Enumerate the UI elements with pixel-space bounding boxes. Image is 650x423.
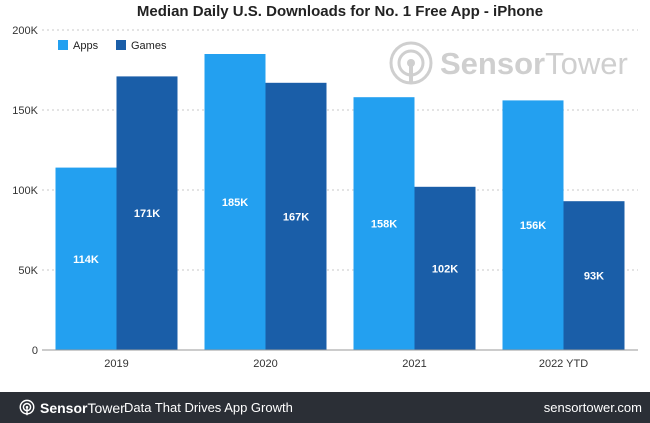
data-label: 114K [73, 254, 99, 266]
watermark-prefix: Sensor [440, 46, 545, 81]
x-tick-label: 2022 YTD [539, 358, 588, 370]
bar-apps [55, 167, 117, 350]
x-tick-label: 2019 [104, 358, 128, 370]
x-tick-label: 2021 [402, 358, 426, 370]
data-label: 158K [371, 219, 397, 231]
legend-swatch-games [116, 40, 126, 50]
data-label: 185K [222, 197, 248, 209]
data-label: 171K [134, 208, 160, 220]
bar-games [563, 201, 625, 350]
footer-brand-suffix: Tower [87, 400, 125, 416]
sensortower-logo-icon [19, 399, 35, 416]
bar-apps [204, 54, 266, 350]
watermark: SensorTower [389, 41, 628, 85]
y-tick-label: 100K [12, 185, 38, 197]
legend-label-games: Games [131, 40, 167, 52]
axes: 0 50K 100K 150K 200K 2019 2020 2021 2022 YTD [12, 25, 638, 370]
bar-apps [353, 97, 415, 350]
data-label: 156K [520, 220, 546, 232]
data-label: 102K [432, 263, 458, 275]
y-tick-label: 50K [18, 265, 38, 277]
x-tick-label: 2020 [253, 358, 277, 370]
bar-games [265, 82, 327, 351]
data-label: 167K [283, 211, 309, 223]
footer-bar: SensorTower Data That Drives App Growth … [0, 392, 650, 423]
legend: Apps Games [58, 40, 167, 52]
watermark-suffix: Tower [545, 46, 628, 81]
y-tick-label: 0 [32, 345, 38, 357]
bars: 114K 171K 185K 167K 158K 102K 156K 93K [55, 54, 625, 351]
svg-text:SensorTower: SensorTower [440, 46, 628, 81]
data-label: 93K [584, 271, 604, 283]
bar-apps [502, 100, 564, 351]
y-tick-label: 150K [12, 105, 38, 117]
footer-brand-prefix: Sensor [40, 400, 88, 416]
bar-games [116, 76, 178, 351]
footer-logo[interactable]: SensorTower [18, 399, 125, 417]
bar-chart: Median Daily U.S. Downloads for No. 1 Fr… [12, 3, 638, 370]
legend-swatch-apps [58, 40, 68, 50]
sensortower-watermark-icon [389, 41, 433, 85]
legend-label-apps: Apps [73, 40, 99, 52]
chart-title: Median Daily U.S. Downloads for No. 1 Fr… [137, 3, 543, 20]
bar-games [414, 186, 476, 350]
y-tick-label: 200K [12, 25, 38, 37]
footer-site-link[interactable]: sensortower.com [543, 400, 642, 415]
footer-tagline: Data That Drives App Growth [124, 400, 293, 415]
